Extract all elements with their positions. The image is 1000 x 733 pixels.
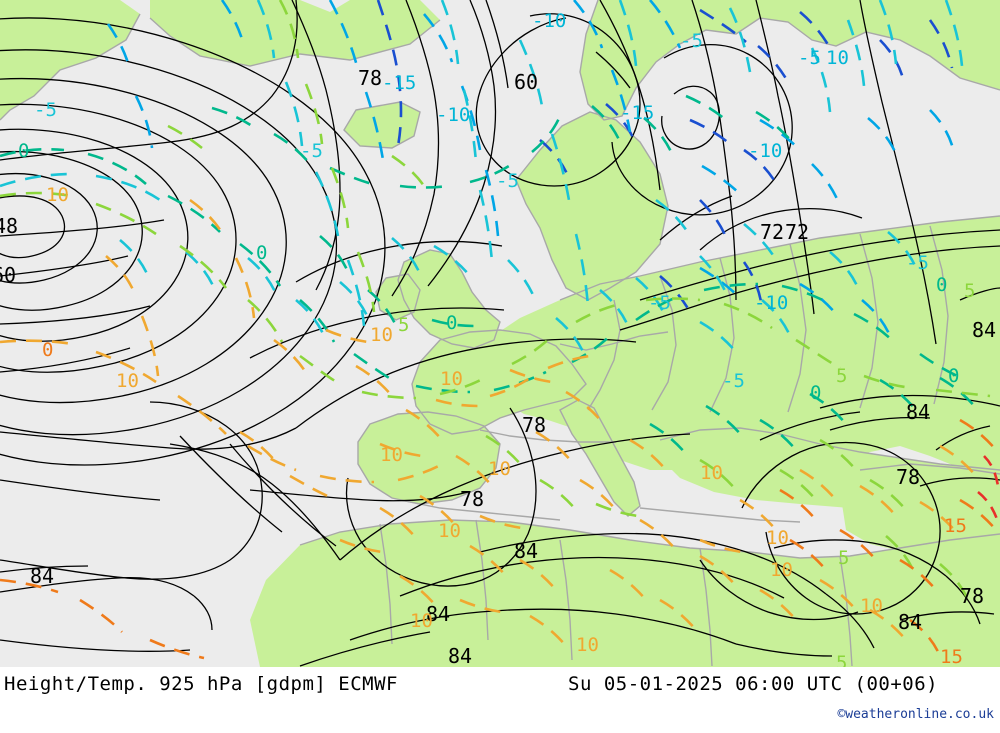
height-label: 84 bbox=[972, 318, 997, 342]
temperature-label: 15 bbox=[944, 515, 967, 537]
isotherm-15 bbox=[0, 418, 997, 660]
temperature-label: -10 bbox=[748, 140, 783, 162]
isotherm-5 bbox=[0, 0, 991, 601]
temperature-label: 0 bbox=[42, 339, 54, 361]
temperature-label: 10 bbox=[380, 444, 403, 466]
temperature-label: 5 bbox=[838, 547, 850, 569]
height-label: 84 bbox=[898, 610, 923, 634]
landmasses bbox=[0, 0, 1000, 667]
height-contours bbox=[0, 0, 1000, 667]
map-graphics bbox=[0, 0, 1000, 667]
temperature-label: 10 bbox=[700, 462, 723, 484]
height-label: 60 bbox=[514, 70, 539, 94]
temperature-label: 10 bbox=[440, 368, 463, 390]
temperature-label: 0 bbox=[948, 365, 960, 387]
temperature-label: -5 bbox=[722, 370, 745, 392]
height-label: 60 bbox=[0, 263, 17, 287]
temperature-label: -15 bbox=[382, 72, 417, 94]
isotherm--5 bbox=[0, 0, 964, 355]
temperature-label: 10 bbox=[488, 458, 511, 480]
height-label: 84 bbox=[514, 539, 539, 563]
height-label: 72 bbox=[785, 220, 810, 244]
temperature-label: 10 bbox=[438, 520, 461, 542]
temperature-label: 10 bbox=[46, 184, 69, 206]
temperature-label: -5 bbox=[34, 99, 57, 121]
height-label: 78 bbox=[358, 66, 383, 90]
temperature-label: 0 bbox=[18, 140, 30, 162]
height-label: 84 bbox=[448, 644, 473, 667]
temperature-label: -10 bbox=[436, 104, 471, 126]
temperature-label: 10 bbox=[766, 527, 789, 549]
temperature-label: 5 bbox=[836, 652, 848, 668]
temperature-label: 0 bbox=[446, 312, 458, 334]
height-label: 84 bbox=[426, 602, 451, 626]
temperature-label: 10 bbox=[826, 47, 849, 69]
temperature-label: 5 bbox=[964, 280, 976, 302]
temperature-label: 0 bbox=[256, 242, 268, 264]
height-label: 72 bbox=[760, 220, 785, 244]
temperature-label: 0 bbox=[810, 382, 822, 404]
weather-map-canvas[interactable]: 48 60 78 60 72 72 78 78 84 84 84 84 84 8… bbox=[0, 0, 1000, 667]
coastlines-and-borders bbox=[0, 0, 1000, 667]
temperature-label: 10 bbox=[370, 324, 393, 346]
temperature-label: -5 bbox=[798, 47, 821, 69]
temperature-label: -10 bbox=[754, 292, 789, 314]
height-label: 84 bbox=[30, 564, 55, 588]
isotherm-10 bbox=[0, 198, 977, 647]
temperature-label: 10 bbox=[770, 559, 793, 581]
temperature-label: -15 bbox=[620, 102, 655, 124]
height-label: 78 bbox=[896, 465, 921, 489]
height-label: 78 bbox=[522, 413, 547, 437]
isotherm--10 bbox=[106, 0, 956, 337]
height-label: 84 bbox=[906, 400, 931, 424]
temperature-label: -5 bbox=[648, 292, 671, 314]
copyright-credit: ©weatheronline.co.uk bbox=[837, 707, 994, 722]
temperature-label: 5 bbox=[836, 365, 848, 387]
height-label: 78 bbox=[960, 584, 985, 608]
height-label: 48 bbox=[0, 214, 19, 238]
footer-bar: Height/Temp. 925 hPa [gdpm] ECMWF Su 05-… bbox=[0, 667, 1000, 733]
temperature-label: -10 bbox=[532, 10, 567, 32]
temperature-label: 0 bbox=[936, 274, 948, 296]
chart-valid-time: Su 05-01-2025 06:00 UTC (00+06) bbox=[568, 673, 939, 695]
temperature-label: 5 bbox=[398, 314, 410, 336]
height-label: 78 bbox=[460, 487, 485, 511]
temperature-label: -5 bbox=[680, 30, 703, 52]
temperature-label: 10 bbox=[410, 610, 433, 632]
temperature-label: -5 bbox=[496, 170, 519, 192]
temperature-label: -5 bbox=[906, 252, 929, 274]
temperature-label: 10 bbox=[116, 370, 139, 392]
temperature-label: 10 bbox=[860, 595, 883, 617]
chart-title: Height/Temp. 925 hPa [gdpm] ECMWF bbox=[4, 673, 398, 695]
isotherm--15 bbox=[376, 0, 954, 313]
temperature-label: 15 bbox=[940, 646, 963, 667]
isotherm-20 bbox=[977, 455, 1000, 523]
temperature-label: -5 bbox=[300, 140, 323, 162]
temperature-label: 10 bbox=[576, 634, 599, 656]
temperature-isotherms bbox=[0, 0, 1000, 660]
